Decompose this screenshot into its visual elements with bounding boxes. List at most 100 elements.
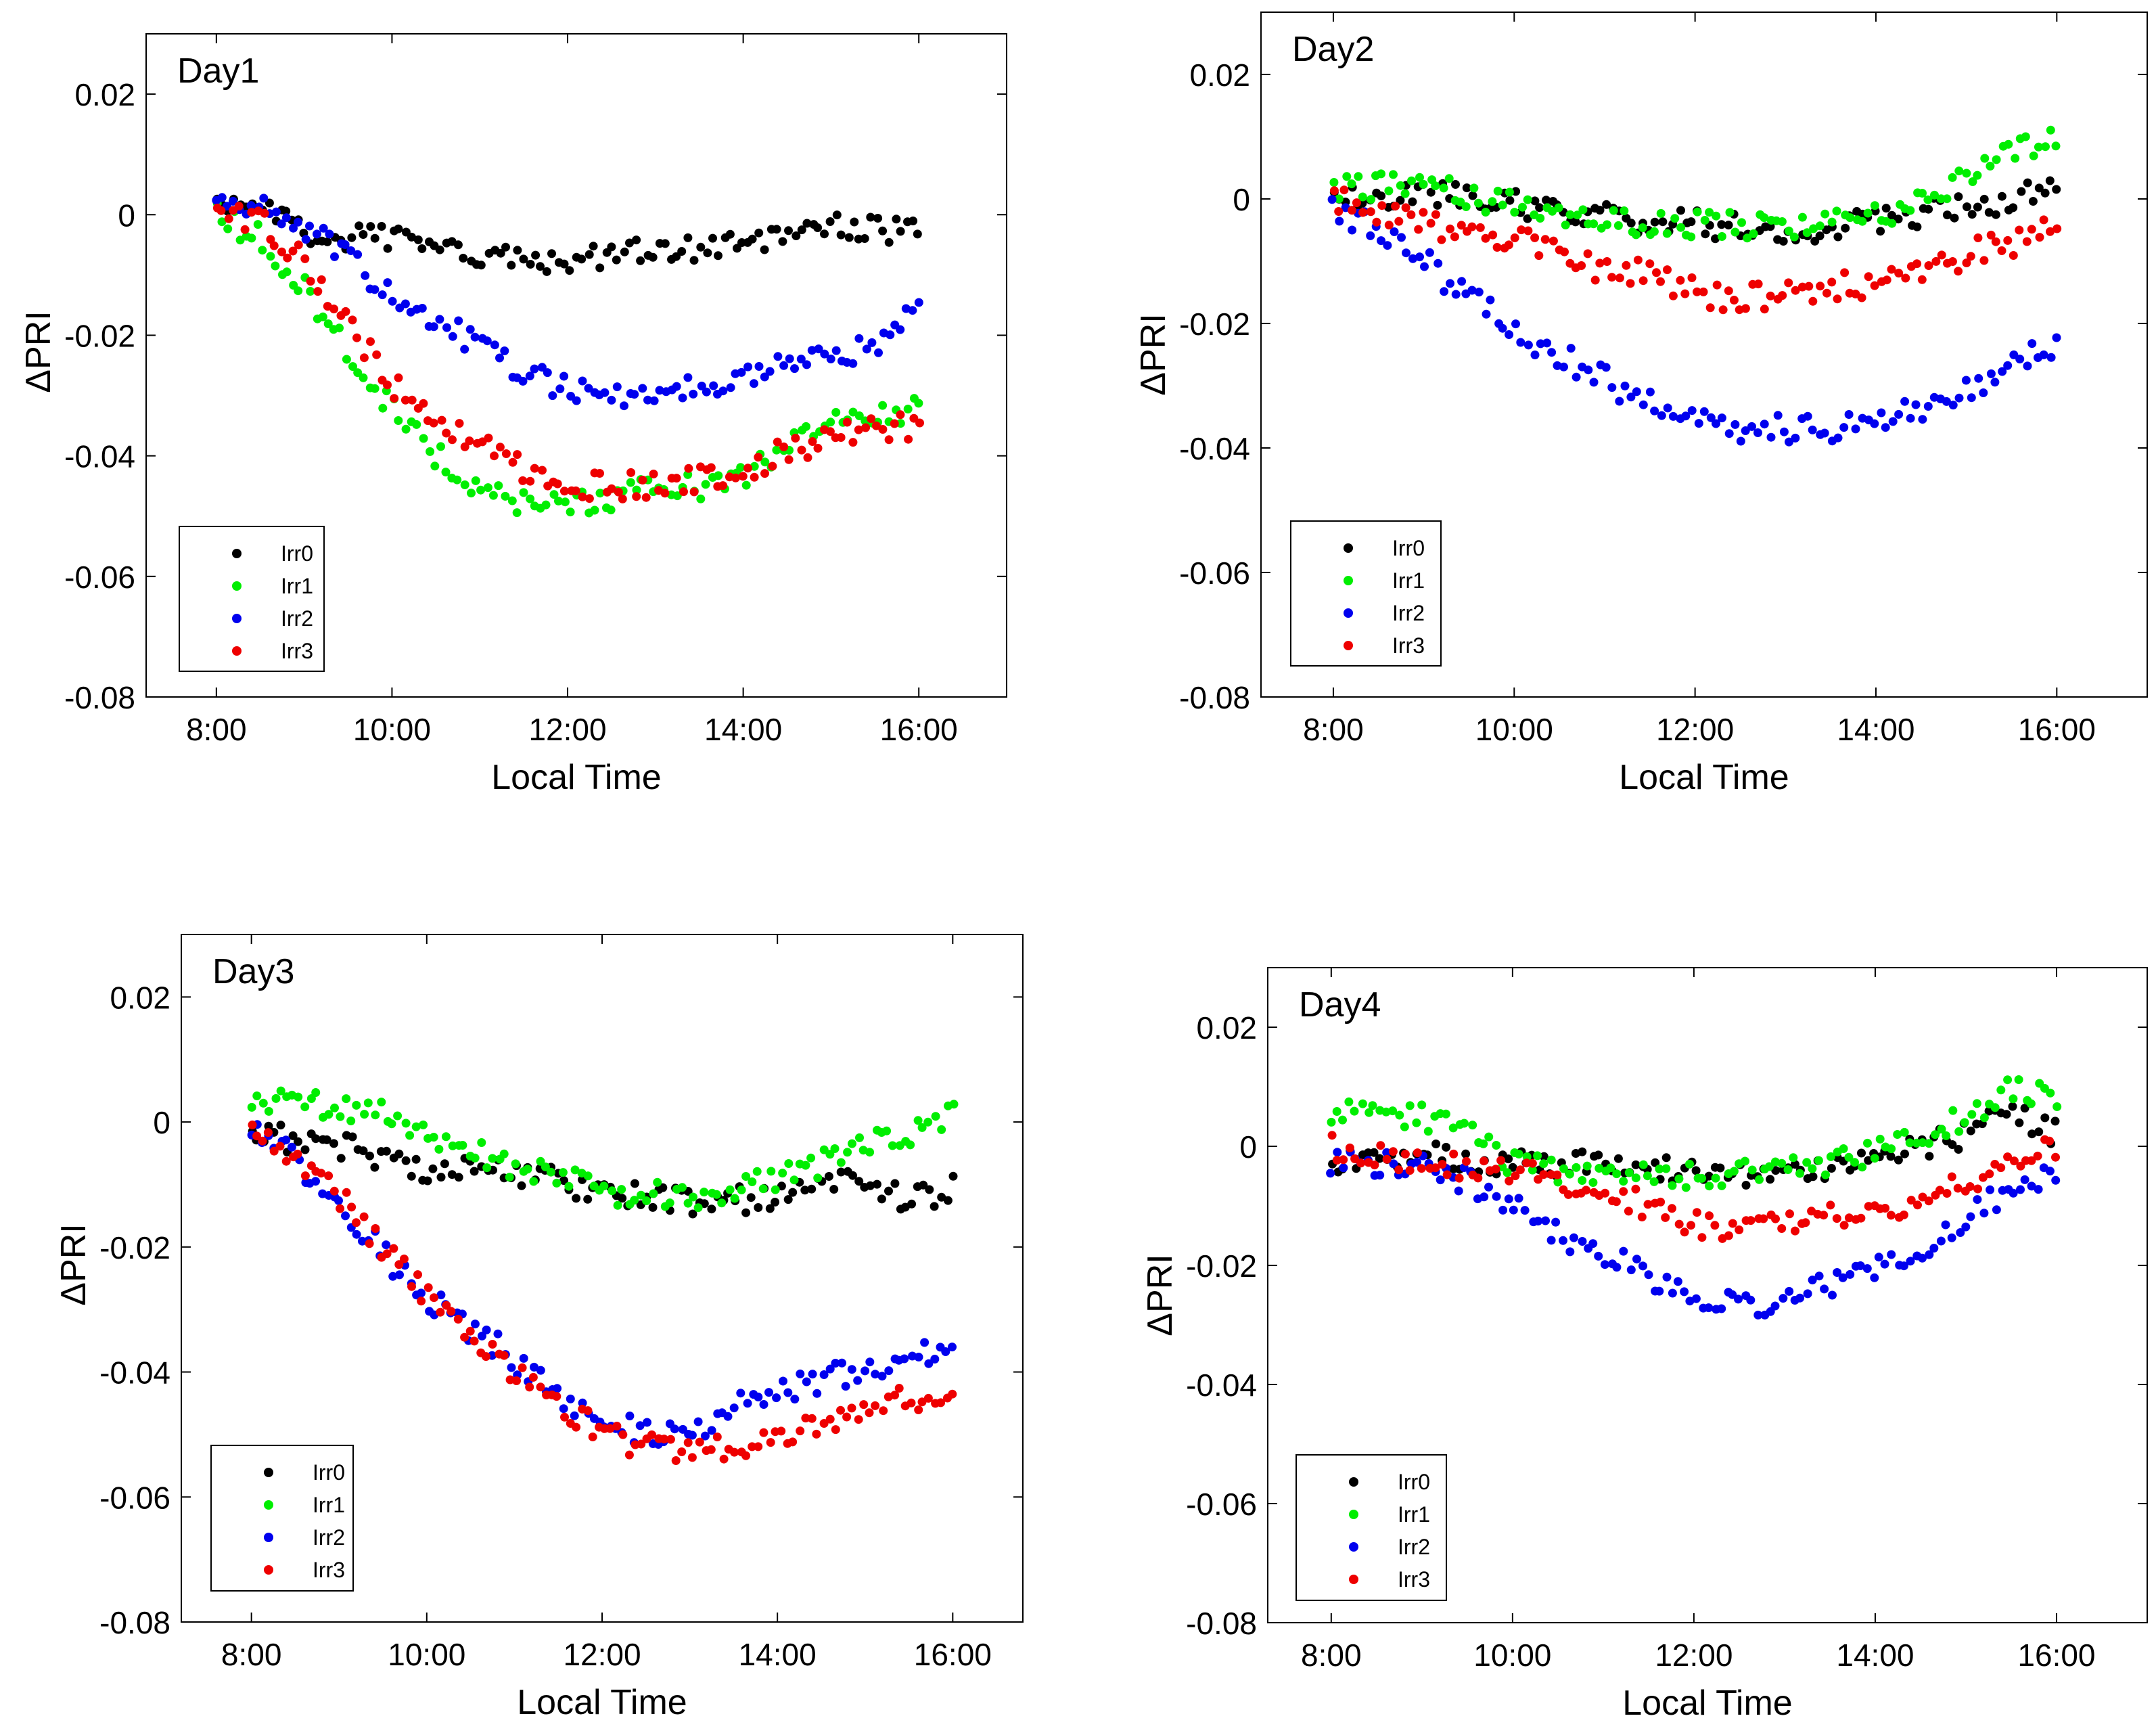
data-point <box>1652 268 1661 277</box>
data-point <box>802 422 810 431</box>
data-point <box>224 214 233 223</box>
data-point <box>1701 229 1710 239</box>
data-point <box>1655 1165 1664 1173</box>
data-point <box>2039 215 2048 225</box>
data-point <box>1699 407 1709 416</box>
data-point <box>2045 176 2055 185</box>
data-point <box>1533 1151 1542 1161</box>
data-point <box>1658 217 1668 227</box>
data-point <box>948 1171 958 1181</box>
data-point <box>660 1435 669 1444</box>
data-point <box>1413 1148 1422 1158</box>
data-point <box>712 1433 722 1441</box>
data-point <box>329 1186 339 1196</box>
data-point <box>689 389 698 399</box>
data-point <box>1480 1156 1488 1166</box>
data-point <box>1900 1149 1909 1158</box>
data-point <box>1661 1213 1670 1222</box>
data-point <box>1979 1113 1989 1123</box>
data-point <box>865 1148 875 1157</box>
data-point <box>1966 1212 1975 1221</box>
data-point <box>1924 261 1933 270</box>
data-point <box>760 469 769 478</box>
data-point <box>1894 269 1904 278</box>
data-point <box>832 210 842 220</box>
data-point <box>1569 1233 1578 1242</box>
data-point <box>1936 1236 1946 1246</box>
data-point <box>1716 1163 1725 1173</box>
y-tick-label: 0.02 <box>110 980 170 1015</box>
legend-label: Irr3 <box>1392 633 1425 658</box>
data-point <box>1339 1163 1348 1173</box>
data-point <box>1912 259 1922 269</box>
data-point <box>1412 1118 1421 1127</box>
x-tick-label: 10:00 <box>1473 1638 1551 1673</box>
data-point <box>1663 403 1672 413</box>
data-point <box>1633 255 1643 265</box>
data-point <box>1615 273 1624 283</box>
legend-label: Irr1 <box>281 574 313 598</box>
data-point <box>641 493 651 502</box>
data-point <box>388 1271 398 1281</box>
data-point <box>1534 251 1544 261</box>
data-point <box>508 457 518 467</box>
data-point <box>632 492 641 501</box>
data-point <box>1407 176 1416 185</box>
data-point <box>748 234 757 244</box>
data-point <box>259 194 269 203</box>
data-point <box>1804 281 1814 291</box>
data-point <box>683 373 693 382</box>
data-point <box>559 1176 568 1186</box>
legend-marker <box>264 1468 273 1477</box>
data-point <box>765 367 775 376</box>
data-point <box>1643 1171 1652 1181</box>
data-point <box>366 222 375 231</box>
data-point <box>1777 217 1787 226</box>
data-point <box>559 371 569 381</box>
data-point <box>890 1179 900 1188</box>
data-point <box>2051 1175 2061 1185</box>
data-point <box>1505 1176 1514 1186</box>
data-point <box>525 1382 534 1392</box>
data-point <box>1990 378 2000 387</box>
data-point <box>429 322 438 332</box>
data-point <box>1541 1216 1550 1225</box>
data-point <box>559 487 569 496</box>
data-point <box>330 1103 339 1112</box>
data-point <box>1996 1085 2006 1095</box>
legend: Irr0 Irr1 Irr2 Irr3 <box>1295 1454 1447 1601</box>
data-point <box>836 1167 846 1177</box>
data-point <box>2035 233 2044 242</box>
data-point <box>258 246 267 255</box>
data-point <box>760 372 769 382</box>
data-point <box>2008 1102 2017 1111</box>
data-point <box>530 364 539 374</box>
data-point <box>689 1192 697 1202</box>
data-point <box>1493 186 1503 196</box>
legend-marker <box>1349 1575 1358 1584</box>
data-point <box>442 428 451 438</box>
data-point <box>1857 1148 1866 1158</box>
data-point <box>526 494 535 503</box>
data-point <box>861 1366 870 1376</box>
data-point <box>1619 1246 1628 1256</box>
data-point <box>808 1370 817 1379</box>
data-point <box>1584 365 1593 375</box>
data-point <box>1710 1221 1720 1230</box>
data-point <box>525 371 534 381</box>
legend-marker <box>1344 543 1353 553</box>
data-point <box>1954 267 1963 276</box>
data-point <box>1986 230 1996 240</box>
data-point <box>605 1424 615 1433</box>
data-point <box>518 376 528 386</box>
data-point <box>584 494 594 503</box>
data-point <box>1528 1165 1537 1175</box>
data-point <box>481 1352 490 1361</box>
data-point <box>453 1315 463 1324</box>
data-point <box>1906 206 1915 215</box>
data-point <box>370 285 380 294</box>
chart-title: Day4 <box>1299 985 1381 1024</box>
data-point <box>838 1358 846 1368</box>
data-point <box>1972 1099 1981 1108</box>
data-point <box>1433 258 1443 268</box>
